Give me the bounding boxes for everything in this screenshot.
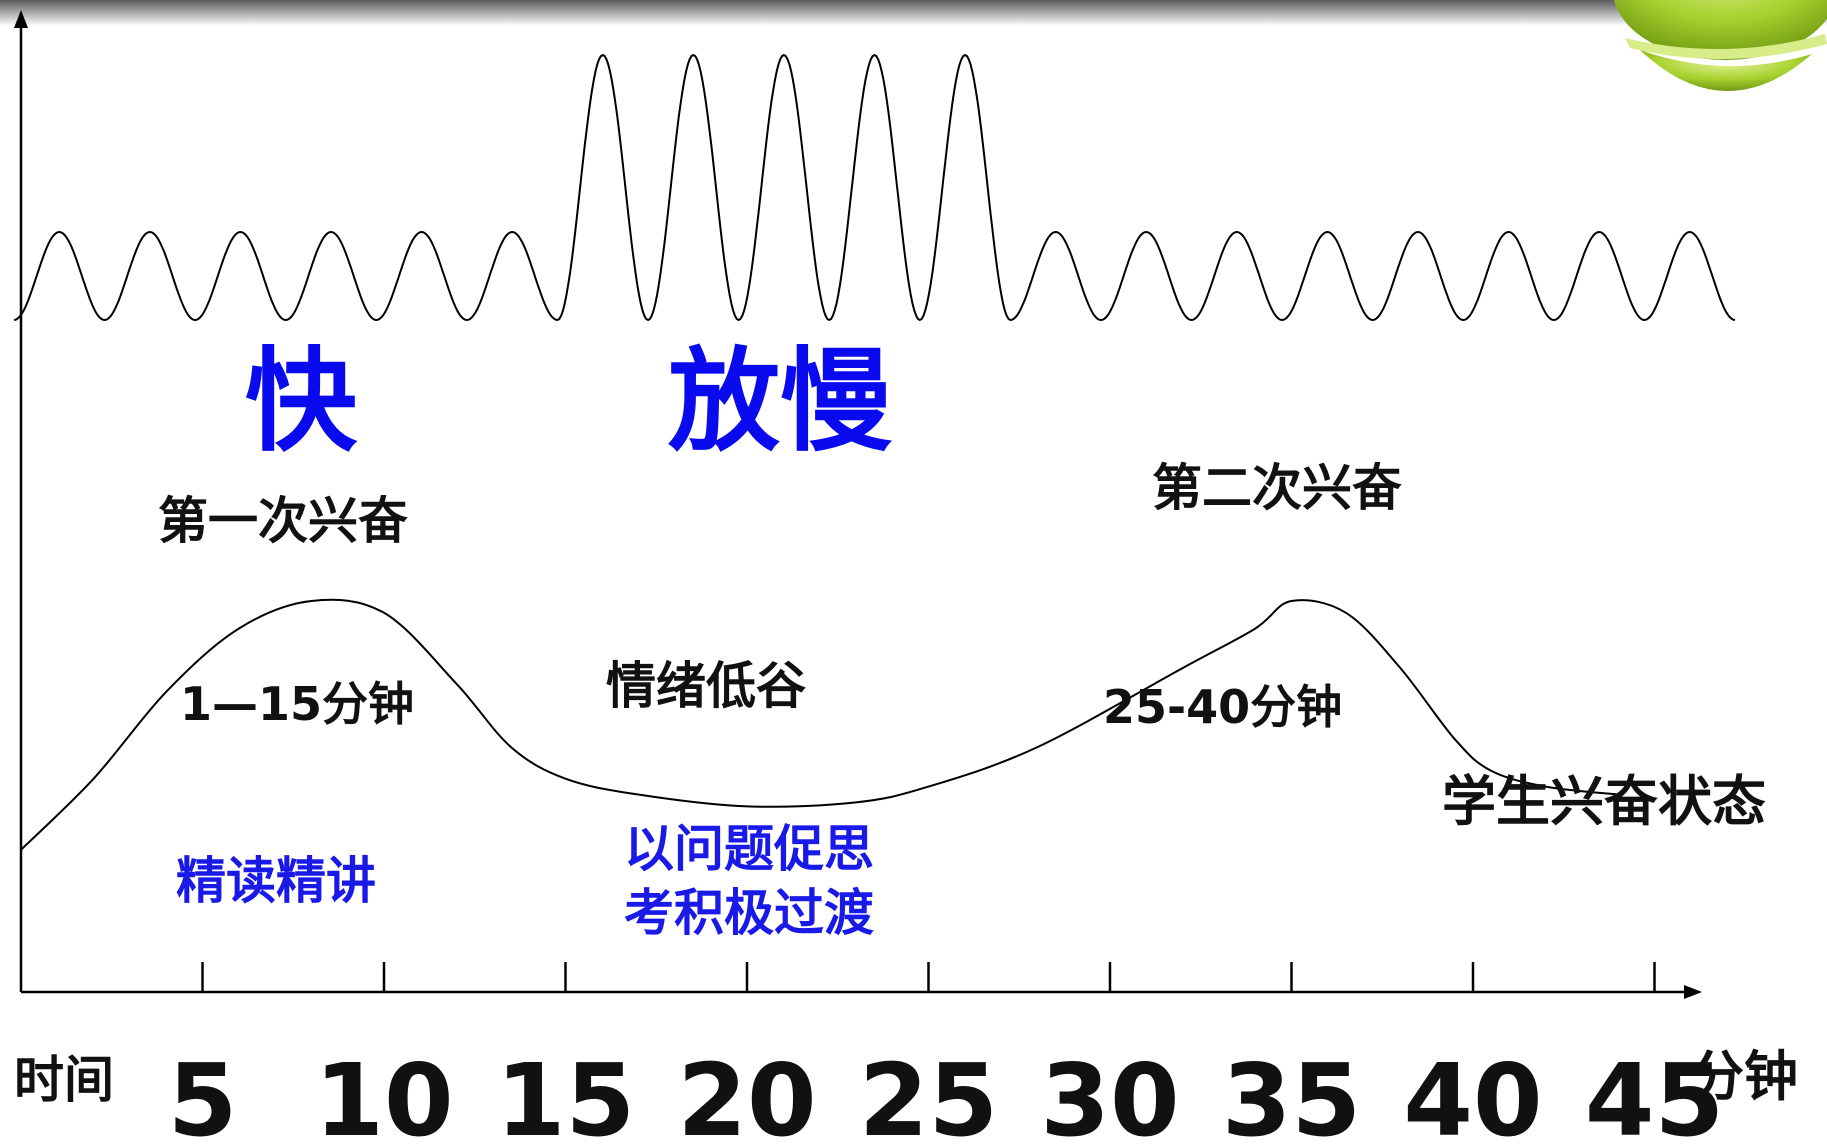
annotation-method-1: 精读精讲 — [176, 852, 376, 910]
x-tick-label-35: 35 — [1222, 1042, 1361, 1143]
annotation-method-2-line2: 考积极过渡 — [624, 884, 874, 942]
attention-wave-line — [13, 53, 1736, 322]
annotation-range-1: 1—15分钟 — [180, 677, 414, 731]
annotation-method-2-line1: 以问题促思 — [624, 820, 874, 878]
x-tick-marks — [201, 962, 1656, 992]
series-label: 学生兴奋状态 — [1442, 770, 1766, 833]
excitement-curve-line — [20, 598, 1619, 851]
top-shade-band — [0, 0, 1827, 26]
y-axis-arrow — [14, 10, 28, 28]
x-tick-label-15: 15 — [496, 1042, 635, 1143]
x-axis-unit: 分钟 — [1690, 1045, 1798, 1108]
annotation-second-peak: 第二次兴奋 — [1152, 459, 1402, 517]
x-axis-arrow — [1684, 985, 1702, 999]
x-tick-label-20: 20 — [677, 1042, 816, 1143]
x-axis-label: 时间 — [14, 1051, 114, 1109]
annotation-first-peak: 第一次兴奋 — [158, 492, 408, 550]
x-tick-label-10: 10 — [314, 1042, 453, 1143]
axes — [14, 10, 1702, 999]
x-tick-labels: 5 10 15 20 25 30 35 40 45 — [168, 1042, 1724, 1147]
annotation-range-2: 25-40分钟 — [1103, 680, 1342, 734]
x-tick-label-45: 45 — [1585, 1042, 1724, 1143]
x-tick-label-40: 40 — [1403, 1042, 1542, 1143]
green-bowl-decoration — [1614, 0, 1827, 92]
annotation-fast: 快 — [245, 337, 358, 467]
x-tick-label-5: 5 — [168, 1042, 238, 1143]
x-tick-label-30: 30 — [1040, 1042, 1179, 1143]
annotation-trough: 情绪低谷 — [606, 657, 806, 715]
x-tick-label-25: 25 — [859, 1042, 998, 1143]
annotation-slow: 放慢 — [668, 337, 893, 467]
